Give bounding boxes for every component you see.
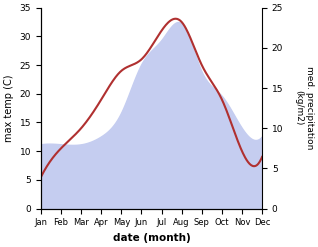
X-axis label: date (month): date (month) bbox=[113, 233, 190, 243]
Y-axis label: max temp (C): max temp (C) bbox=[4, 74, 14, 142]
Y-axis label: med. precipitation
(kg/m2): med. precipitation (kg/m2) bbox=[294, 66, 314, 150]
